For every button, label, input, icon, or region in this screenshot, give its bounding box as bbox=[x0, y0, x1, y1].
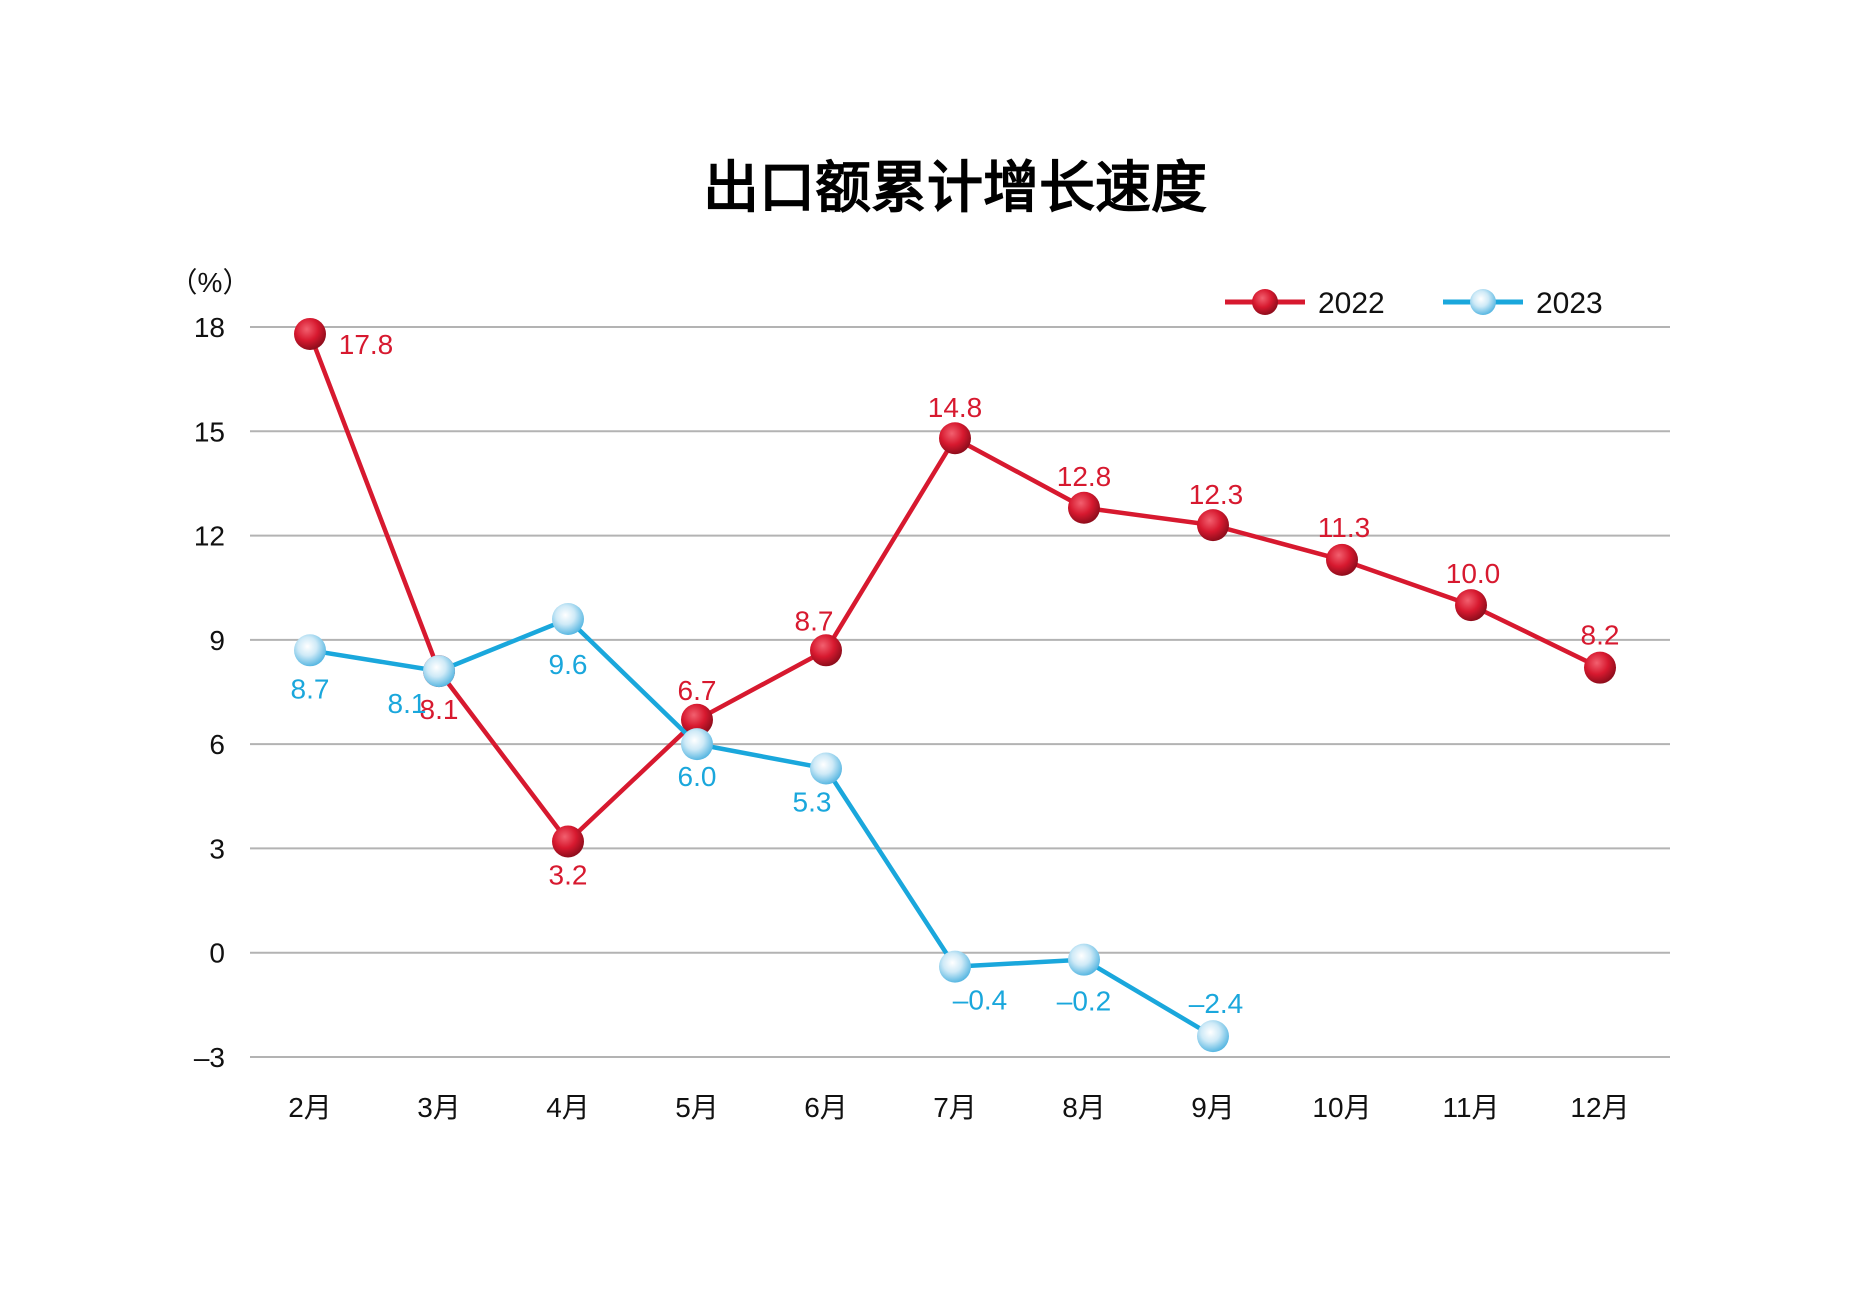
x-tick-label: 5月 bbox=[675, 1092, 719, 1123]
data-point bbox=[681, 728, 713, 761]
x-tick-label: 7月 bbox=[933, 1092, 977, 1123]
data-label: 8.1 bbox=[388, 688, 427, 719]
y-tick-label: –3 bbox=[194, 1042, 225, 1073]
chart-title: 出口额累计增长速度 bbox=[703, 156, 1207, 221]
x-tick-label: 4月 bbox=[546, 1092, 590, 1123]
gridlines bbox=[250, 326, 1670, 1058]
x-tick-label: 11月 bbox=[1442, 1092, 1499, 1123]
data-label: 8.7 bbox=[795, 605, 834, 636]
data-label: 11.3 bbox=[1318, 512, 1370, 543]
data-point bbox=[1068, 943, 1100, 976]
series-2023: 8.7 8.1 9.6 6.0 5.3 –0.4 –0.2 –2.4 bbox=[291, 603, 1244, 1053]
x-tick-label: 6月 bbox=[804, 1092, 848, 1123]
x-tick-label: 2月 bbox=[288, 1092, 332, 1123]
data-label: 17.8 bbox=[339, 329, 394, 360]
data-point bbox=[1326, 543, 1358, 576]
series-line bbox=[309, 616, 1215, 1039]
data-label: 10.0 bbox=[1446, 558, 1501, 589]
data-label: 9.6 bbox=[549, 649, 588, 680]
data-point bbox=[810, 752, 842, 785]
data-point bbox=[810, 634, 842, 667]
x-tick-label: 12月 bbox=[1570, 1092, 1629, 1123]
data-label: 8.1 bbox=[420, 694, 459, 725]
y-tick-label: 0 bbox=[209, 938, 225, 969]
x-tick-label: 10月 bbox=[1312, 1092, 1371, 1123]
legend-label: 2022 bbox=[1318, 287, 1385, 320]
data-point bbox=[1584, 651, 1616, 684]
data-point bbox=[1068, 491, 1100, 524]
data-point bbox=[294, 317, 326, 350]
data-point bbox=[552, 603, 584, 635]
data-label: 12.3 bbox=[1189, 479, 1244, 510]
data-label: –0.2 bbox=[1057, 986, 1112, 1017]
data-label: 6.0 bbox=[678, 761, 717, 792]
y-tick-label: 6 bbox=[209, 729, 225, 760]
y-tick-label: 12 bbox=[194, 521, 225, 552]
x-tick-label: 8月 bbox=[1062, 1092, 1106, 1123]
data-label: –2.4 bbox=[1189, 988, 1244, 1019]
data-point bbox=[939, 422, 971, 455]
data-label: –0.4 bbox=[953, 985, 1008, 1016]
series-2022: 17.8 8.1 3.2 6.7 8.7 14.8 12.8 12.3 11.3 10.0 8.2 bbox=[294, 317, 1620, 890]
y-tick-label: 18 bbox=[194, 312, 225, 343]
data-label: 3.2 bbox=[549, 859, 588, 890]
legend: 2022 2023 bbox=[1225, 287, 1603, 320]
legend-label: 2023 bbox=[1536, 287, 1603, 320]
data-point bbox=[1197, 509, 1229, 542]
y-axis-ticks: 18 15 12 9 6 3 0 –3 bbox=[194, 312, 225, 1073]
data-point bbox=[1455, 589, 1487, 622]
data-point bbox=[294, 634, 326, 667]
x-tick-label: 3月 bbox=[417, 1092, 461, 1123]
legend-marker bbox=[1252, 289, 1278, 315]
y-tick-label: 15 bbox=[194, 416, 225, 447]
data-point bbox=[939, 950, 971, 983]
data-label: 8.2 bbox=[1581, 620, 1620, 651]
series-layer: 17.8 8.1 3.2 6.7 8.7 14.8 12.8 12.3 11.3 10.0 8.2 8… bbox=[291, 317, 1620, 1053]
data-label: 12.8 bbox=[1057, 461, 1112, 492]
y-tick-label: 3 bbox=[209, 833, 225, 864]
x-axis-ticks: 2月 3月 4月 5月 6月 7月 8月 9月 10月 11月 12月 bbox=[288, 1092, 1629, 1123]
data-label: 6.7 bbox=[678, 675, 717, 706]
legend-item-2022: 2022 bbox=[1225, 287, 1385, 320]
y-axis-unit-label: （%） bbox=[170, 267, 251, 298]
legend-item-2023: 2023 bbox=[1443, 287, 1603, 320]
x-tick-label: 9月 bbox=[1191, 1092, 1235, 1123]
data-point bbox=[681, 703, 713, 736]
data-label: 8.7 bbox=[291, 673, 330, 704]
data-label: 14.8 bbox=[928, 392, 983, 423]
y-tick-label: 9 bbox=[209, 625, 225, 656]
data-point bbox=[1197, 1020, 1229, 1053]
data-label: 5.3 bbox=[793, 786, 832, 817]
data-point bbox=[552, 825, 584, 858]
legend-marker bbox=[1470, 289, 1496, 315]
data-point bbox=[423, 655, 455, 688]
